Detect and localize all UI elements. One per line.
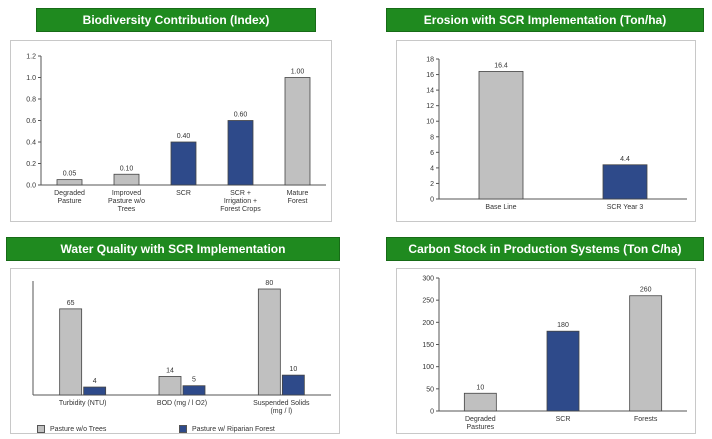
- legend-label: Pasture w/ Riparian Forest: [192, 425, 275, 433]
- bar-value-label: 1.00: [291, 69, 305, 76]
- y-tick-label: 300: [422, 276, 434, 283]
- y-tick-label: 8: [430, 134, 434, 141]
- bar-value-label: 65: [67, 300, 75, 307]
- x-tick-label: Irrigation +: [224, 198, 257, 205]
- y-tick-label: 100: [422, 364, 434, 371]
- y-tick-label: 0.6: [26, 118, 36, 125]
- bar-value-label: 0.05: [63, 171, 77, 178]
- bar: [59, 308, 83, 396]
- x-tick-label: Mature: [287, 190, 309, 197]
- bar: [158, 376, 182, 396]
- bar-value-label: 10: [476, 384, 484, 391]
- water-quality-chart: 65 4 Turbidity (NTU) 14 5 BOD (mg / l O2) 80 10…: [32, 280, 331, 415]
- bar: [170, 141, 197, 186]
- x-tick-label: BOD (mg / l O2): [157, 400, 207, 407]
- bar-value-label: 80: [265, 280, 273, 287]
- y-tick-label: 14: [426, 88, 434, 95]
- legend-item-riparian-forest: Pasture w/ Riparian Forest: [179, 425, 275, 433]
- x-tick-label: Forest: [288, 198, 308, 205]
- water-quality-chart-panel: 65 4 Turbidity (NTU) 14 5 BOD (mg / l O2) 80 10…: [10, 268, 340, 434]
- x-tick-label: (mg / l): [270, 408, 292, 415]
- x-tick-label: Suspended Solids: [253, 400, 310, 407]
- x-tick-label: Pasture: [57, 198, 81, 205]
- bar-value-label: 5: [192, 377, 196, 384]
- bar-value-label: 14: [166, 367, 174, 374]
- y-tick-label: 2: [430, 181, 434, 188]
- x-tick-label: Forests: [634, 416, 658, 423]
- y-tick-label: 4: [430, 165, 434, 172]
- erosion-title: Erosion with SCR Implementation (Ton/ha): [386, 8, 704, 32]
- bar: [478, 71, 524, 200]
- bar-value-label: 10: [289, 366, 297, 373]
- legend-item-pasture-without-trees: Pasture w/o Trees: [37, 425, 106, 433]
- y-tick-label: 18: [426, 57, 434, 64]
- bar-value-label: 4.4: [620, 156, 630, 163]
- legend-label: Pasture w/o Trees: [50, 425, 107, 433]
- y-tick-label: 200: [422, 320, 434, 327]
- bar: [284, 77, 311, 186]
- x-tick-label: Degraded: [465, 416, 496, 423]
- y-tick-label: 16: [426, 72, 434, 79]
- y-tick-label: 0: [430, 409, 434, 416]
- x-tick-label: Trees: [118, 206, 136, 213]
- carbon-stock-title: Carbon Stock in Production Systems (Ton …: [386, 237, 704, 261]
- bar: [56, 179, 83, 186]
- bar: [227, 120, 254, 186]
- y-tick-label: 1.2: [26, 54, 36, 61]
- y-tick-label: 12: [426, 103, 434, 110]
- bar-value-label: 16.4: [494, 62, 508, 69]
- bar-value-label: 4: [93, 378, 97, 385]
- y-tick-label: 0.0: [26, 183, 36, 190]
- y-tick-label: 0.8: [26, 97, 36, 104]
- x-tick-label: SCR Year 3: [607, 204, 644, 211]
- legend-swatch-blue: [179, 425, 187, 433]
- x-tick-label: SCR: [176, 190, 191, 197]
- bar-value-label: 0.40: [177, 133, 191, 140]
- biodiversity-title: Biodiversity Contribution (Index): [36, 8, 316, 32]
- x-tick-label: Degraded: [54, 190, 85, 197]
- y-tick-label: 1.0: [26, 75, 36, 82]
- bar-value-label: 0.60: [234, 112, 248, 119]
- bar: [546, 330, 580, 412]
- bar: [113, 173, 140, 186]
- x-tick-label: Pasture w/o: [108, 198, 145, 205]
- x-tick-label: Pastures: [467, 424, 495, 431]
- biodiversity-chart: 0.00.20.40.60.81.01.20.05DegradedPasture…: [26, 54, 326, 213]
- bar-value-label: 180: [557, 322, 569, 329]
- bar: [257, 288, 281, 396]
- x-tick-label: Improved: [112, 190, 141, 197]
- y-tick-label: 10: [426, 119, 434, 126]
- legend-swatch-gray: [37, 425, 45, 433]
- y-tick-label: 0.2: [26, 161, 36, 168]
- x-tick-label: SCR: [556, 416, 571, 423]
- y-tick-label: 150: [422, 342, 434, 349]
- bar: [182, 385, 206, 396]
- bar: [602, 164, 648, 200]
- carbon-stock-chart-panel: 0 50 100 150 200 250 300 10 Degraded Pastures 180 S…: [396, 268, 696, 434]
- y-tick-label: 50: [426, 386, 434, 393]
- water-quality-title: Water Quality with SCR Implementation: [6, 237, 340, 261]
- bar: [281, 374, 305, 396]
- y-tick-label: 6: [430, 150, 434, 157]
- bar-value-label: 260: [640, 287, 652, 294]
- x-tick-label: SCR +: [230, 190, 251, 197]
- erosion-chart: 0 2 4 6 8 10 12 14 16 18 16.4 Base Line 4.4 SCR Year …: [426, 57, 687, 211]
- bar: [629, 295, 663, 412]
- x-tick-label: Turbidity (NTU): [59, 400, 107, 407]
- erosion-chart-panel: 0 2 4 6 8 10 12 14 16 18 16.4 Base Line 4.4 SCR Year …: [396, 40, 696, 222]
- y-tick-label: 0: [430, 197, 434, 204]
- y-tick-label: 0.4: [26, 140, 36, 147]
- bar: [83, 386, 107, 396]
- x-tick-label: Forest Crops: [220, 206, 261, 213]
- x-tick-label: Base Line: [485, 204, 516, 211]
- biodiversity-chart-panel: 0.0 0.2 0.4 0.6 0.8 1.0 1.2 0.05 Degraded Pasture…: [10, 40, 332, 222]
- bar-value-label: 0.10: [120, 165, 134, 172]
- bar: [463, 392, 497, 412]
- y-tick-label: 250: [422, 298, 434, 305]
